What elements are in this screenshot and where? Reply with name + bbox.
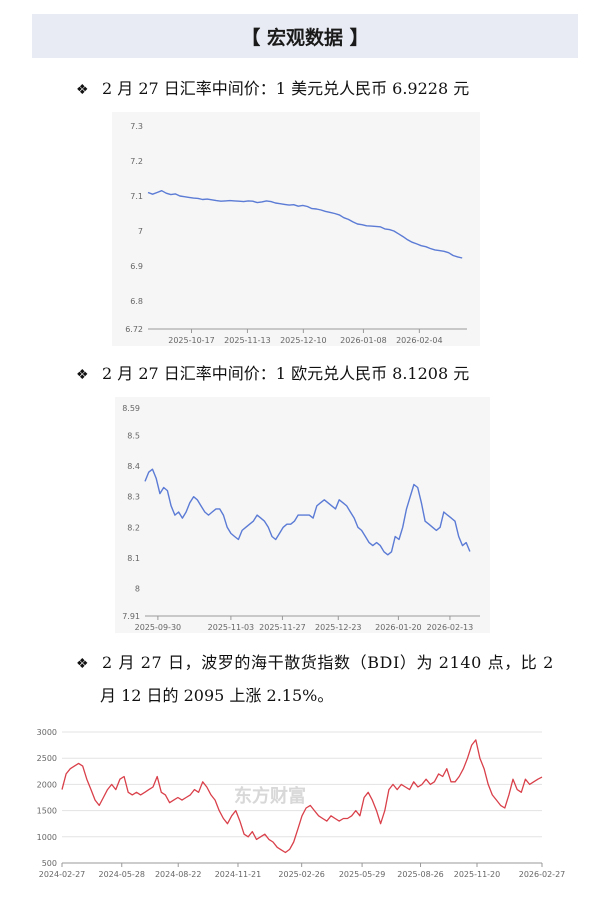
usd-rate-text: 2 月 27 日汇率中间价：1 美元兑人民币 6.9228 元 bbox=[102, 79, 470, 98]
x-tick-label: 2025-02-26 bbox=[278, 870, 325, 879]
y-tick-label: 8.59 bbox=[122, 404, 140, 413]
y-tick-label: 6.72 bbox=[125, 325, 143, 334]
x-tick-label: 2025-08-26 bbox=[397, 870, 444, 879]
series-line bbox=[61, 739, 543, 854]
y-tick-label: 8.5 bbox=[127, 432, 140, 441]
bdi-text-continuation: 月 12 日的 2095 上涨 2.15%。 bbox=[100, 686, 334, 705]
eur-rate-text: 2 月 27 日汇率中间价：1 欧元兑人民币 8.1208 元 bbox=[102, 364, 470, 383]
bullet-bdi: ❖ 2 月 27 日，波罗的海干散货指数（BDI）为 2140 点，比 2 bbox=[76, 651, 554, 676]
y-tick-label: 1000 bbox=[37, 833, 57, 842]
x-tick-label: 2025-11-03 bbox=[208, 623, 255, 632]
series-line bbox=[144, 468, 471, 556]
diamond-four-icon: ❖ bbox=[76, 82, 89, 98]
usd-cny-chart-svg: 7.3 7.2 7.1 7 6.9 6.8 6.72 2025-10-17 2025-11-13… bbox=[125, 122, 467, 345]
y-tick-label: 7.2 bbox=[130, 157, 143, 166]
bullet-usd-rate: ❖ 2 月 27 日汇率中间价：1 美元兑人民币 6.9228 元 bbox=[76, 77, 469, 102]
y-tick-label: 7.91 bbox=[122, 612, 140, 621]
x-tick-label: 2026-02-13 bbox=[427, 623, 474, 632]
section-title: 【 宏观数据 】 bbox=[241, 26, 369, 49]
y-tick-label: 3000 bbox=[37, 728, 57, 737]
y-tick-label: 7.1 bbox=[130, 192, 143, 201]
y-tick-label: 8.4 bbox=[127, 462, 140, 471]
x-tick-label: 2024-02-27 bbox=[39, 870, 86, 879]
y-tick-label: 7.3 bbox=[130, 122, 143, 131]
x-tick-label: 2026-01-20 bbox=[375, 623, 422, 632]
x-tick-label: 2025-11-20 bbox=[454, 870, 501, 879]
series-line bbox=[147, 189, 463, 259]
y-tick-label: 8 bbox=[135, 584, 140, 593]
diamond-four-icon: ❖ bbox=[76, 656, 89, 672]
y-tick-label: 8.2 bbox=[127, 523, 140, 532]
y-tick-label: 7 bbox=[138, 227, 143, 236]
x-tick-label: 2024-11-21 bbox=[215, 870, 262, 879]
x-tick-label: 2026-02-27 bbox=[519, 870, 566, 879]
y-tick-label: 2500 bbox=[37, 754, 57, 763]
x-tick-label: 2025-12-10 bbox=[280, 336, 327, 345]
y-tick-label: 8.3 bbox=[127, 493, 140, 502]
x-tick-label: 2024-08-22 bbox=[155, 870, 202, 879]
bdi-chart: 3000 2500 2000 1500 1000 500 2024-02-27 2024-05… bbox=[30, 722, 578, 912]
diamond-four-icon: ❖ bbox=[76, 367, 89, 383]
eur-cny-chart: 8.59 8.5 8.4 8.3 8.2 8.1 8 7.91 2025-09-30 2025-1… bbox=[115, 397, 490, 633]
x-tick-label: 2025-11-13 bbox=[224, 336, 271, 345]
y-tick-label: 6.9 bbox=[130, 262, 143, 271]
bdi-chart-svg: 3000 2500 2000 1500 1000 500 2024-02-27 2024-05… bbox=[37, 728, 566, 879]
bdi-text: 2 月 27 日，波罗的海干散货指数（BDI）为 2140 点，比 2 bbox=[102, 653, 554, 672]
y-tick-label: 2000 bbox=[37, 780, 57, 789]
usd-cny-chart: 7.3 7.2 7.1 7 6.9 6.8 6.72 2025-10-17 2025-11-13… bbox=[112, 112, 480, 346]
eur-cny-chart-svg: 8.59 8.5 8.4 8.3 8.2 8.1 8 7.91 2025-09-30 2025-1… bbox=[122, 404, 480, 632]
y-tick-label: 500 bbox=[42, 859, 57, 868]
x-tick-label: 2026-01-08 bbox=[340, 336, 387, 345]
section-header: 【 宏观数据 】 bbox=[32, 14, 578, 58]
bullet-eur-rate: ❖ 2 月 27 日汇率中间价：1 欧元兑人民币 8.1208 元 bbox=[76, 362, 469, 387]
y-tick-label: 8.1 bbox=[127, 554, 140, 563]
x-tick-label: 2025-09-30 bbox=[135, 623, 182, 632]
x-tick-label: 2025-05-29 bbox=[339, 870, 386, 879]
x-tick-label: 2026-02-04 bbox=[396, 336, 443, 345]
y-tick-label: 1500 bbox=[37, 807, 57, 816]
x-tick-label: 2024-05-28 bbox=[99, 870, 146, 879]
x-tick-label: 2025-12-23 bbox=[315, 623, 362, 632]
x-tick-label: 2025-11-27 bbox=[259, 623, 306, 632]
x-tick-label: 2025-10-17 bbox=[168, 336, 215, 345]
y-tick-label: 6.8 bbox=[130, 297, 143, 306]
watermark-text: 东方财富 bbox=[234, 785, 306, 807]
